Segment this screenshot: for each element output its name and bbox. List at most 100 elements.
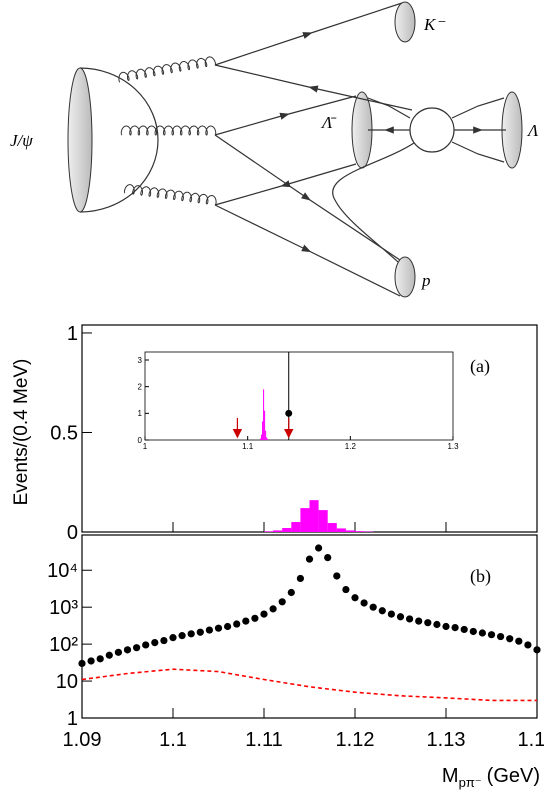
charts: 00.51(a)Events/(0.4 MeV) 1 1.1 1.2 1.301231.…	[11, 323, 544, 790]
kminus-blob	[394, 1, 416, 43]
data-point	[287, 588, 295, 597]
histogram-bar	[282, 528, 292, 532]
x-tick-label: 1.09	[63, 729, 102, 751]
data-point	[333, 572, 341, 580]
histogram-bar	[264, 410, 266, 440]
data-point	[524, 641, 532, 649]
y-tick-label: 10⁴	[47, 560, 78, 582]
plot-frame	[81, 534, 538, 719]
y-tick-label: 1	[67, 323, 78, 345]
data-point	[224, 622, 232, 631]
quark-line	[214, 163, 357, 206]
data-point	[233, 620, 241, 628]
x-tick-label: 1.1	[159, 729, 187, 751]
data-point	[96, 655, 104, 663]
histogram-bar	[336, 528, 346, 532]
histogram-bar	[355, 531, 365, 532]
data-point	[214, 624, 223, 632]
y-tick-label: 3	[138, 356, 143, 365]
data-point	[324, 553, 332, 562]
histogram-bar	[259, 438, 262, 440]
y-axis-label: Events/(0.4 MeV)	[11, 359, 32, 506]
diagram-label: Λ̄	[320, 113, 337, 132]
data-point	[351, 594, 359, 602]
histogram-bar	[273, 530, 283, 532]
histogram-bar	[261, 434, 263, 440]
data-point	[360, 599, 368, 607]
data-point	[460, 625, 468, 634]
data-point	[342, 585, 350, 594]
histogram-bar	[263, 389, 265, 440]
histogram-bar	[300, 508, 310, 532]
panel-label: (a)	[470, 356, 490, 377]
diagram-label: K⁻	[423, 15, 446, 34]
data-point	[142, 641, 150, 649]
data-point	[469, 627, 477, 636]
data-point	[87, 657, 95, 665]
gluon	[124, 184, 217, 206]
quark-line	[367, 97, 411, 119]
histogram-bar	[264, 531, 274, 532]
x-tick-label: 1.2	[345, 442, 357, 451]
data-point	[497, 632, 505, 641]
background-curve	[81, 668, 537, 702]
data-point	[123, 646, 132, 654]
x-tick-label: 1	[143, 442, 148, 451]
histogram-bar	[318, 510, 328, 532]
data-point	[251, 614, 259, 622]
feynman-diagram: J/ψ K⁻ Λ̄ Λ p	[10, 1, 539, 298]
x-axis-label-sub: pπ⁻	[459, 775, 482, 790]
y-tick-label: 0	[67, 522, 78, 544]
x-axis-label-unit: (GeV)	[487, 765, 540, 787]
data-point	[369, 603, 377, 611]
data-point	[378, 607, 386, 615]
vertex-circle	[409, 107, 455, 153]
data-point	[105, 651, 113, 659]
diagram-label: J/ψ	[10, 131, 33, 150]
diagram-label: Λ	[526, 121, 539, 140]
data-point	[424, 619, 432, 627]
data-point	[296, 574, 304, 583]
x-axis-label: Mpπ⁻ (GeV)	[442, 765, 540, 790]
data-point	[478, 629, 486, 637]
data-point	[315, 544, 323, 552]
quark-line	[214, 134, 401, 261]
histogram-bar	[309, 500, 319, 532]
histogram-bar	[262, 421, 264, 440]
x-tick-label: 1.14	[518, 729, 544, 751]
data-point	[278, 598, 286, 606]
proton-blob	[394, 256, 416, 298]
quark-line	[451, 141, 505, 163]
y-tick-label: 10²	[49, 634, 78, 656]
histogram-bar	[265, 430, 267, 440]
y-tick-label: 0	[138, 436, 143, 445]
x-tick-label: 1.11	[245, 729, 282, 751]
x-tick-label: 1.13	[427, 729, 466, 751]
y-tick-label: 1	[138, 409, 143, 418]
plot-frame	[144, 351, 454, 441]
gluon	[118, 56, 216, 83]
x-tick-label: 1.1	[242, 442, 254, 451]
data-point	[260, 610, 268, 618]
data-point	[451, 624, 459, 632]
data-point	[285, 409, 293, 417]
quark-line	[214, 2, 403, 66]
x-tick-label: 1.3	[447, 442, 459, 451]
y-tick-label: 0.5	[50, 422, 78, 444]
y-tick-label: 10	[56, 671, 78, 693]
chart-panel: 1.09 1.1 1.11 1.12 1.13 1.14 1 10 10² 10³ 10⁴ (b) Mp…	[47, 534, 544, 790]
histogram-bar	[345, 530, 355, 532]
data-point	[169, 634, 177, 642]
data-point	[515, 637, 523, 645]
data-point	[396, 613, 405, 621]
histogram-bar	[327, 523, 337, 532]
data-point	[487, 631, 496, 639]
data-point	[442, 622, 450, 631]
histogram-bar	[267, 438, 269, 440]
data-point	[114, 648, 122, 656]
data-point	[178, 632, 186, 640]
x-axis-label-main: M	[442, 765, 459, 787]
x-tick-label: 1.12	[336, 729, 375, 751]
y-tick-label: 2	[138, 382, 143, 391]
